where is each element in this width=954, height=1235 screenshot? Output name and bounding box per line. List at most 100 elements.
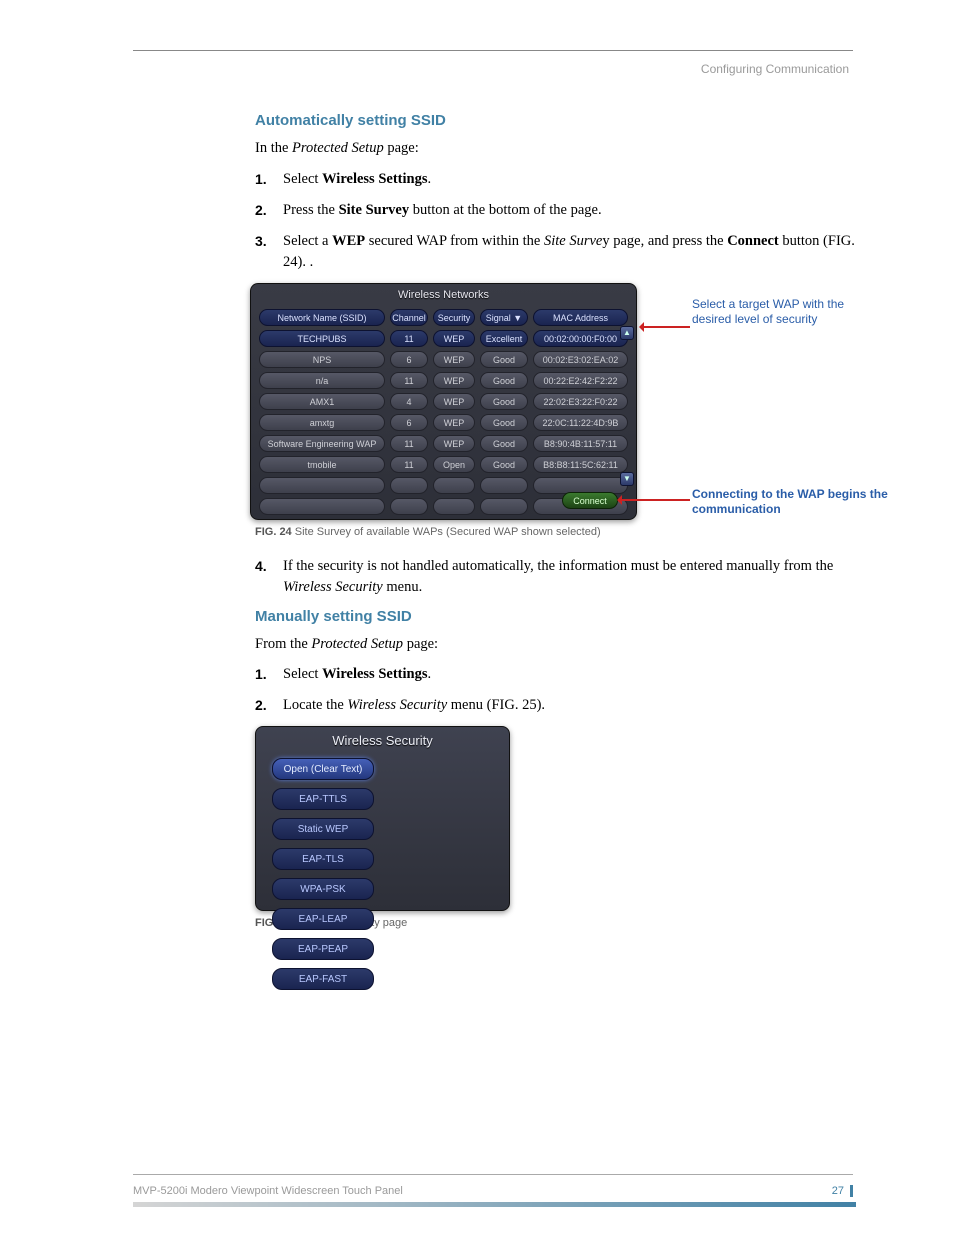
wn-cell: WEP xyxy=(433,351,475,368)
t: In the xyxy=(255,140,292,156)
t: From the xyxy=(255,636,311,652)
t: Site Survey of available WAPs (Secured W… xyxy=(292,526,601,538)
auto-step-3: 3. Select a WEP secured WAP from within … xyxy=(255,231,855,273)
page-content: Automatically setting SSID In the Protec… xyxy=(255,112,855,947)
wn-cell: Good xyxy=(480,372,528,389)
wn-row[interactable]: tmobile11OpenGoodB8:B8:11:5C:62:11 xyxy=(259,456,628,473)
wn-header-cell: Security xyxy=(433,309,475,326)
manual-step-2: 2. Locate the Wireless Security menu (FI… xyxy=(255,695,855,716)
wn-cell-empty xyxy=(390,498,428,515)
wn-grid: Network Name (SSID)ChannelSecuritySignal… xyxy=(259,309,628,520)
wn-cell: Excellent xyxy=(480,330,528,347)
wn-cell: 11 xyxy=(390,456,428,473)
wn-cell: Software Engineering WAP xyxy=(259,435,385,452)
wn-cell-empty xyxy=(259,498,385,515)
footer-gradient xyxy=(133,1202,856,1207)
t: Connect xyxy=(727,233,779,249)
page-footer: MVP-5200i Modero Viewpoint Widescreen To… xyxy=(133,1174,853,1197)
fig24-wrap: Wireless Networks Network Name (SSID)Cha… xyxy=(250,283,855,520)
manual-heading: Manually setting SSID xyxy=(255,608,855,625)
security-mode-button[interactable]: EAP-FAST xyxy=(272,968,374,990)
wn-cell: Good xyxy=(480,456,528,473)
wn-cell: n/a xyxy=(259,372,385,389)
wn-row[interactable]: n/a11WEPGood00:22:E2:42:F2:22 xyxy=(259,372,628,389)
wn-row[interactable]: amxtg6WEPGood22:0C:11:22:4D:9B xyxy=(259,414,628,431)
security-mode-button[interactable]: WPA-PSK xyxy=(272,878,374,900)
t: button at the bottom of the page. xyxy=(409,202,602,218)
ws-grid: Open (Clear Text) EAP-TTLS Static WEP EAP-T… xyxy=(266,758,499,990)
wn-header-cell: Signal ▼ xyxy=(480,309,528,326)
num: 4. xyxy=(255,556,283,598)
wn-cell: WEP xyxy=(433,393,475,410)
body: Press the Site Survey button at the bott… xyxy=(283,200,855,221)
arrow-b xyxy=(620,499,690,501)
wn-cell: WEP xyxy=(433,414,475,431)
wn-cell: 00:02:00:00:F0:00 xyxy=(533,330,628,347)
security-mode-button[interactable]: EAP-TTLS xyxy=(272,788,374,810)
t: . xyxy=(427,666,431,682)
num: 1. xyxy=(255,664,283,685)
t: . xyxy=(427,171,431,187)
scroll-down-button[interactable]: ▼ xyxy=(620,472,634,486)
t: Select xyxy=(283,171,322,187)
wn-cell: WEP xyxy=(433,435,475,452)
t: Locate the xyxy=(283,697,347,713)
wn-cell: WEP xyxy=(433,372,475,389)
wn-cell-empty xyxy=(259,519,385,520)
wn-cell: 6 xyxy=(390,351,428,368)
security-mode-button[interactable]: EAP-LEAP xyxy=(272,908,374,930)
wn-row[interactable]: AMX1 4 WEP Good 22:02:E3:22:F0:22 xyxy=(259,393,628,410)
security-mode-button[interactable]: EAP-TLS xyxy=(272,848,374,870)
wn-cell: Good xyxy=(480,351,528,368)
wn-cell: Good xyxy=(480,393,528,410)
wn-cell-empty xyxy=(390,477,428,494)
t: Protected Setup xyxy=(311,636,403,652)
auto-step-1: 1. Select Wireless Settings. xyxy=(255,169,855,190)
security-mode-button[interactable]: Static WEP xyxy=(272,818,374,840)
t: Wireless Settings xyxy=(322,171,427,187)
wn-row[interactable]: NPS 6 WEP Good 00:02:E3:02:EA:02 xyxy=(259,351,628,368)
t: Wireless Security xyxy=(283,579,383,595)
wn-cell: 00:22:E2:42:F2:22 xyxy=(533,372,628,389)
manual-step-1: 1. Select Wireless Settings. xyxy=(255,664,855,685)
t: menu (FIG. 25). xyxy=(447,697,545,713)
t: Wireless Settings xyxy=(322,666,427,682)
wn-cell: 11 xyxy=(390,330,428,347)
wn-cell: 6 xyxy=(390,414,428,431)
wn-cell-empty xyxy=(433,498,475,515)
wn-cell: 4 xyxy=(390,393,428,410)
t: If the security is not handled automatic… xyxy=(283,558,833,574)
auto-intro: In the Protected Setup page: xyxy=(255,139,855,159)
body: If the security is not handled automatic… xyxy=(283,556,855,598)
scroll-up-button[interactable]: ▲ xyxy=(620,326,634,340)
wn-header-cell: MAC Address xyxy=(533,309,628,326)
wn-cell-empty xyxy=(259,477,385,494)
security-mode-button[interactable]: Open (Clear Text) xyxy=(272,758,374,780)
fig24-caption: FIG. 24 Site Survey of available WAPs (S… xyxy=(255,526,855,538)
footer-model: MVP-5200i Modero Viewpoint Widescreen To… xyxy=(133,1185,403,1197)
wn-cell-empty xyxy=(390,519,428,520)
connect-button[interactable]: Connect xyxy=(562,492,618,509)
wn-cell: 22:02:E3:22:F0:22 xyxy=(533,393,628,410)
t: menu. xyxy=(383,579,422,595)
body: Select Wireless Settings. xyxy=(283,664,855,685)
wn-cell: 00:02:E3:02:EA:02 xyxy=(533,351,628,368)
wn-cell-empty xyxy=(433,477,475,494)
wn-cell: NPS xyxy=(259,351,385,368)
security-mode-button[interactable]: EAP-PEAP xyxy=(272,938,374,960)
wn-row[interactable]: TECHPUBS11WEPExcellent00:02:00:00:F0:00 xyxy=(259,330,628,347)
callout-select-target: Select a target WAP with the desired lev… xyxy=(692,297,872,327)
wn-cell: B8:90:4B:11:57:11 xyxy=(533,435,628,452)
wn-row[interactable]: Software Engineering WAP11WEPGoodB8:90:4… xyxy=(259,435,628,452)
t: Protected Setup xyxy=(292,140,384,156)
wn-cell: AMX1 xyxy=(259,393,385,410)
wn-cell: Open xyxy=(433,456,475,473)
wn-row-empty xyxy=(259,519,628,520)
header-rule xyxy=(133,50,853,51)
wn-title: Wireless Networks xyxy=(251,284,636,306)
auto-step-2: 2. Press the Site Survey button at the b… xyxy=(255,200,855,221)
wn-cell-empty xyxy=(433,519,475,520)
wn-cell: Good xyxy=(480,435,528,452)
wn-cell: tmobile xyxy=(259,456,385,473)
num: 1. xyxy=(255,169,283,190)
